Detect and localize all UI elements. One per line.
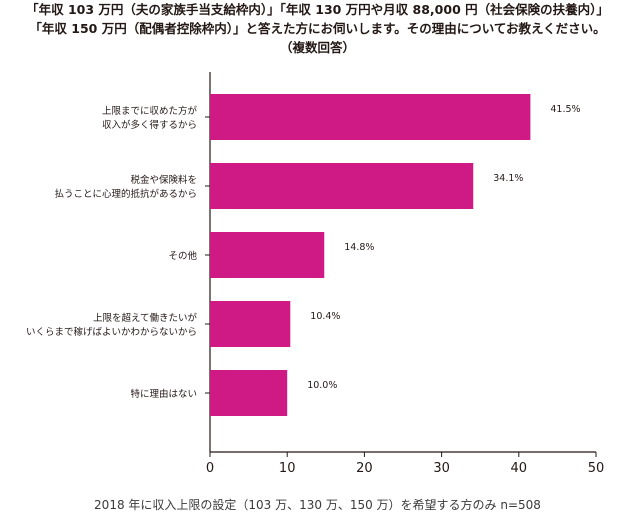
footnote: 2018 年に収入上限の設定（103 万、130 万、150 万）を希望する方の…	[94, 498, 541, 512]
title-line-2: 「年収 150 万円（配偶者控除枠内）」と答えた方にお伺いします。その理由につい…	[29, 21, 606, 36]
category-label: 上限を超えて働きたいが	[93, 312, 198, 324]
data-label: 10.4%	[310, 311, 340, 322]
bar	[210, 232, 325, 278]
x-tick-label: 30	[433, 461, 450, 476]
data-label: 41.5%	[550, 104, 580, 115]
title-line-3: （複数回答）	[279, 40, 355, 55]
data-label: 10.0%	[307, 380, 337, 391]
category-label: いくらまで稼げばよいかわからないから	[26, 326, 197, 338]
category-label: その他	[168, 250, 197, 262]
x-tick-label: 10	[279, 461, 296, 476]
category-label: 収入が多く得するから	[102, 119, 197, 131]
x-tick-label: 50	[588, 461, 605, 476]
category-label: 上限までに収めた方が	[102, 105, 198, 117]
category-label: 特に理由はない	[130, 388, 197, 400]
bar	[210, 163, 474, 209]
bar	[210, 94, 531, 140]
bar	[210, 301, 291, 347]
x-tick-label: 0	[206, 461, 214, 476]
category-label: 税金や保険料を	[130, 174, 197, 186]
category-label: 払うことに心理的抵抗があるから	[54, 188, 197, 200]
x-tick-label: 40	[511, 461, 528, 476]
bar	[210, 370, 288, 416]
data-label: 14.8%	[344, 242, 374, 253]
x-tick-label: 20	[356, 461, 373, 476]
title-line-1: 「年収 103 万円（夫の家族手当支給枠内）」「年収 130 万円や月収 88,…	[26, 2, 609, 17]
chart-title: 「年収 103 万円（夫の家族手当支給枠内）」「年収 130 万円や月収 88,…	[0, 0, 635, 57]
data-label: 34.1%	[493, 173, 523, 184]
